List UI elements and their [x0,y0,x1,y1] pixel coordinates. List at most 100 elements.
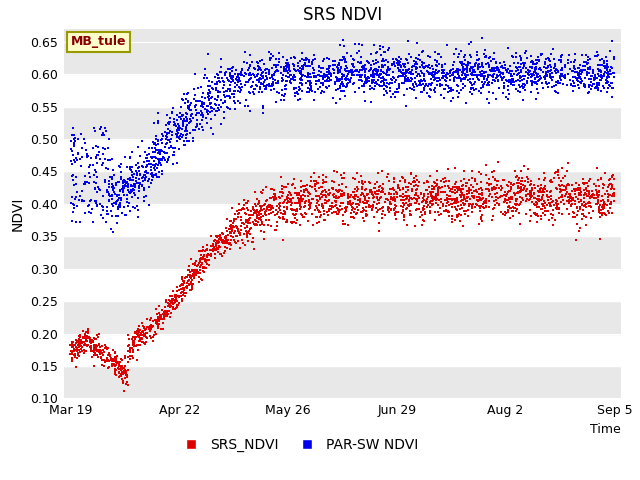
Point [316,211,326,218]
Point [474,220,484,228]
Point [563,70,573,78]
Point [479,47,490,54]
Point [312,219,323,227]
Point [447,71,458,79]
Point [261,212,271,219]
Point [205,89,215,97]
Point [119,367,129,375]
Point [289,54,300,62]
Point [460,51,470,59]
Point [255,58,265,65]
Point [401,183,412,191]
Point [151,318,161,326]
Point [178,122,188,130]
Point [540,197,550,204]
Point [333,187,344,194]
Point [477,78,487,86]
Point [361,210,371,218]
Point [177,273,187,281]
Point [570,201,580,208]
Point [245,69,255,76]
Point [318,72,328,80]
Point [362,58,372,65]
Point [161,132,172,140]
Point [104,183,115,191]
Point [182,131,192,138]
Point [218,237,228,245]
Point [500,195,510,203]
Point [179,138,189,145]
Point [349,204,360,212]
Point [269,72,280,79]
Point [292,190,302,197]
Point [176,115,186,123]
Point [450,204,460,211]
Point [596,206,606,214]
Point [134,341,145,349]
Point [74,341,84,348]
Point [202,110,212,118]
Point [532,72,542,80]
Point [323,77,333,84]
Point [209,244,219,252]
Point [427,80,437,87]
Point [87,353,97,361]
Point [115,186,125,193]
Point [440,188,450,195]
Point [603,197,613,204]
Point [182,117,192,125]
Point [114,365,124,373]
Point [92,341,102,348]
Point [383,170,393,178]
Point [410,74,420,82]
Point [390,88,400,96]
Point [293,96,303,104]
Point [505,187,515,194]
Point [551,184,561,192]
Point [249,72,259,79]
Point [240,209,250,216]
Point [382,66,392,74]
Point [68,346,79,353]
Point [310,180,320,188]
Point [258,186,268,194]
Point [246,207,257,215]
Point [376,74,386,82]
Point [272,218,282,226]
Point [225,95,235,102]
Point [334,187,344,195]
Point [305,62,316,70]
Point [100,155,110,162]
Point [116,363,126,371]
Point [107,360,117,368]
Point [111,181,121,189]
Point [388,193,399,201]
Point [383,65,394,72]
Point [519,62,529,70]
Point [453,65,463,73]
Point [405,71,415,78]
Point [579,191,589,198]
Point [158,310,168,317]
Point [406,77,416,85]
Point [311,213,321,221]
Point [335,75,345,83]
Point [126,166,136,173]
Point [213,245,223,253]
Point [70,134,80,142]
Point [477,195,488,203]
Point [609,190,619,197]
Point [172,301,182,309]
Point [168,305,178,312]
Point [353,193,363,201]
Point [458,185,468,193]
Point [186,287,196,294]
Point [523,191,533,198]
Point [104,191,115,199]
Point [214,107,225,114]
Point [361,76,371,84]
Point [234,210,244,217]
Point [422,68,433,75]
Point [429,48,440,56]
Point [419,77,429,85]
